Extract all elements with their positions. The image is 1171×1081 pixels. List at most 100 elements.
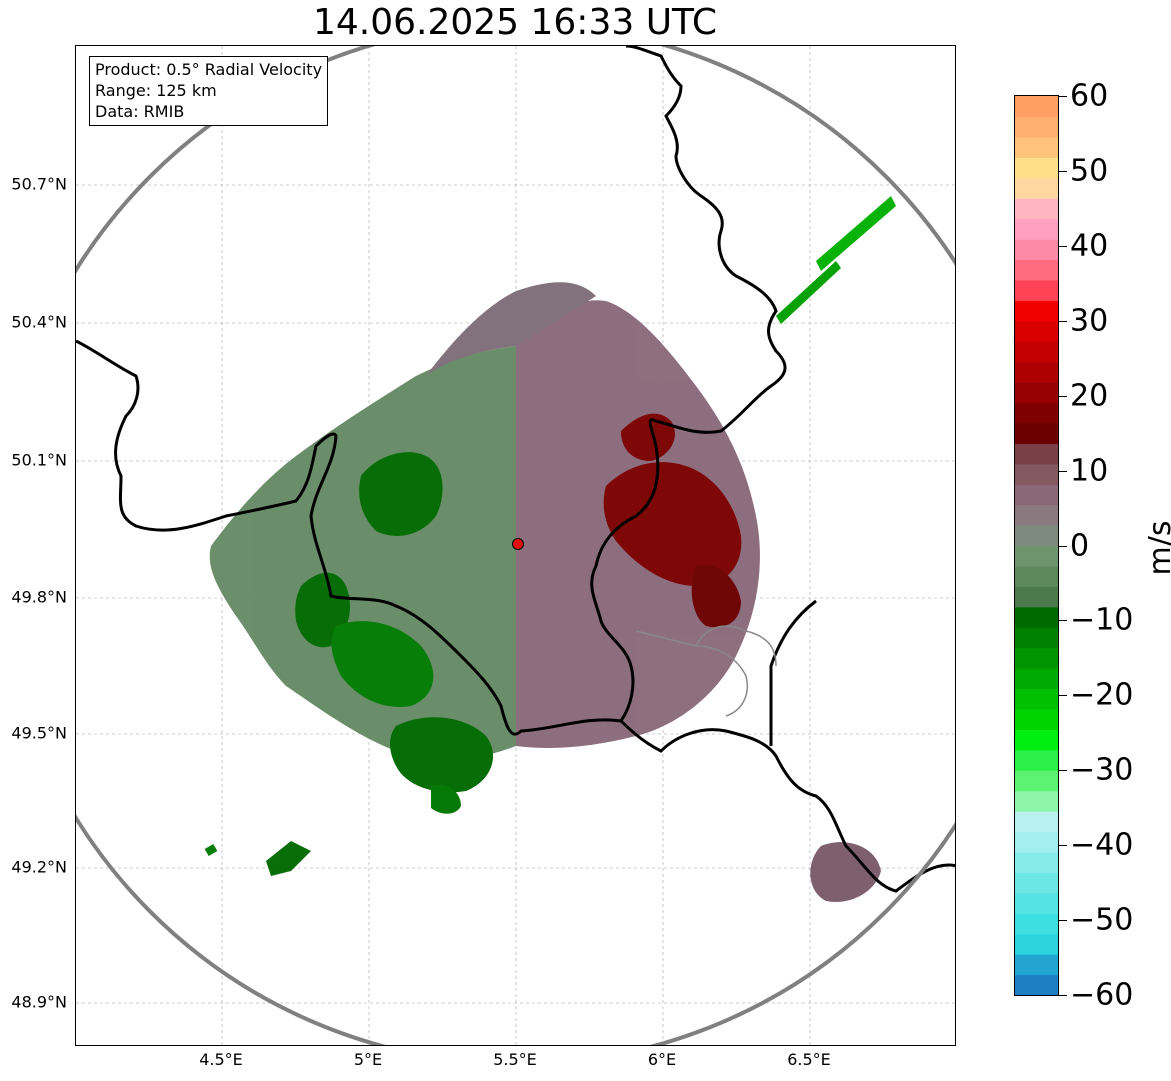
colorbar-gradient [1015,96,1058,995]
colorbar-band [1015,545,1058,567]
echo-northeast-gray [810,842,881,902]
echo-northeast-streak [816,196,896,271]
echo-green-south-2 [431,784,461,814]
colorbar-tick-label: −50 [1070,902,1134,938]
lon-label-4-5: 4.5°E [199,1050,243,1069]
colorbar-band [1015,239,1058,261]
colorbar-tick [1059,995,1067,996]
echo-northeast-streak-2 [776,261,841,324]
colorbar-tick-label: 0 [1070,528,1090,563]
colorbar-band [1015,831,1058,853]
country-borders [76,46,955,893]
lon-label-6-5: 6.5°E [787,1050,831,1069]
colorbar-band [1015,177,1058,199]
colorbar-tick [1059,395,1067,397]
colorbar-band [1015,218,1058,240]
colorbar-tick [1059,320,1067,322]
colorbar-tick-label: 30 [1070,303,1109,339]
colorbar-band [1015,688,1058,710]
colorbar-tick [1059,545,1067,547]
colorbar-band [1015,565,1058,587]
colorbar [1014,95,1059,996]
chart-title: 14.06.2025 16:33 UTC [312,2,718,43]
lat-label-49-5: 49.5°N [11,723,67,743]
colorbar-band [1015,627,1058,649]
colorbar-tick-label: 60 [1070,78,1109,114]
data-source-label: Data: RMIB [95,102,185,121]
colorbar-tick-label: −40 [1070,827,1134,863]
colorbar-band [1015,668,1058,690]
colorbar-tick [1059,920,1067,922]
lat-label-50-4: 50.4°N [11,312,67,332]
colorbar-band [1015,933,1058,955]
colorbar-band [1015,463,1058,485]
admin-borders [635,625,777,717]
colorbar-tick-label: 50 [1070,153,1109,189]
range-label: Range: 125 km [95,81,217,100]
colorbar-tick [1059,620,1067,622]
colorbar-band [1015,851,1058,874]
colorbar-tick [1059,770,1067,772]
echo-green-south [390,717,494,793]
lat-label-49-2: 49.2°N [11,857,67,877]
echo-north-cap [426,282,596,376]
colorbar-band [1015,361,1058,383]
echo-green-isolated [266,841,311,876]
colorbar-tick [1059,845,1067,847]
product-label: Product: 0.5° Radial Velocity [95,60,323,79]
colorbar-tick-label: 40 [1070,228,1109,264]
colorbar-band [1015,913,1058,935]
colorbar-tick-label: 20 [1070,378,1109,414]
colorbar-band [1015,729,1058,751]
colorbar-band [1015,96,1058,118]
colorbar-tick [1059,695,1067,697]
colorbar-tick [1059,96,1067,97]
lon-label-6: 6°E [647,1050,677,1069]
colorbar-band [1015,136,1058,158]
colorbar-band [1015,790,1058,812]
colorbar-band [1015,606,1058,628]
lon-label-5: 5°E [353,1050,383,1069]
colorbar-band [1015,586,1058,608]
echo-green-west-1 [359,452,443,536]
colorbar-tick-label: −20 [1070,677,1134,713]
lat-label-50-1: 50.1°N [11,450,67,470]
colorbar-band [1015,708,1058,730]
echo-green-west-3 [331,621,434,707]
colorbar-band [1015,198,1058,220]
radar-map[interactable] [75,45,956,1046]
lon-label-5-5: 5.5°E [493,1050,537,1069]
lat-label-48-9: 48.9°N [11,992,67,1012]
colorbar-band [1015,647,1058,669]
echo-near-zero-west [209,346,516,761]
colorbar-tick-label: −60 [1070,977,1134,1013]
colorbar-band [1015,811,1058,833]
colorbar-band [1015,320,1058,342]
colorbar-band [1015,402,1058,424]
lat-label-50-7: 50.7°N [11,174,67,194]
colorbar-band [1015,300,1058,322]
echo-red-north [621,413,675,461]
colorbar-band [1015,525,1058,547]
echo-red-east-2 [691,565,741,628]
colorbar-band [1015,974,1058,995]
echo-red-east-1 [603,462,742,586]
product-info-box: Product: 0.5° Radial Velocity Range: 125… [89,56,329,126]
colorbar-band [1015,382,1058,404]
colorbar-band [1015,157,1058,179]
colorbar-band [1015,954,1058,976]
radar-echoes [204,196,896,902]
colorbar-band [1015,770,1058,792]
colorbar-band [1015,749,1058,771]
colorbar-tick-label: −10 [1070,602,1134,638]
colorbar-band [1015,872,1058,894]
colorbar-band [1015,341,1058,363]
lat-label-49-8: 49.8°N [11,587,67,607]
colorbar-band [1015,116,1058,138]
colorbar-tick [1059,470,1067,472]
colorbar-band [1015,279,1058,301]
colorbar-band [1015,422,1058,444]
colorbar-tick [1059,170,1067,172]
colorbar-band [1015,484,1058,506]
colorbar-band [1015,892,1058,914]
